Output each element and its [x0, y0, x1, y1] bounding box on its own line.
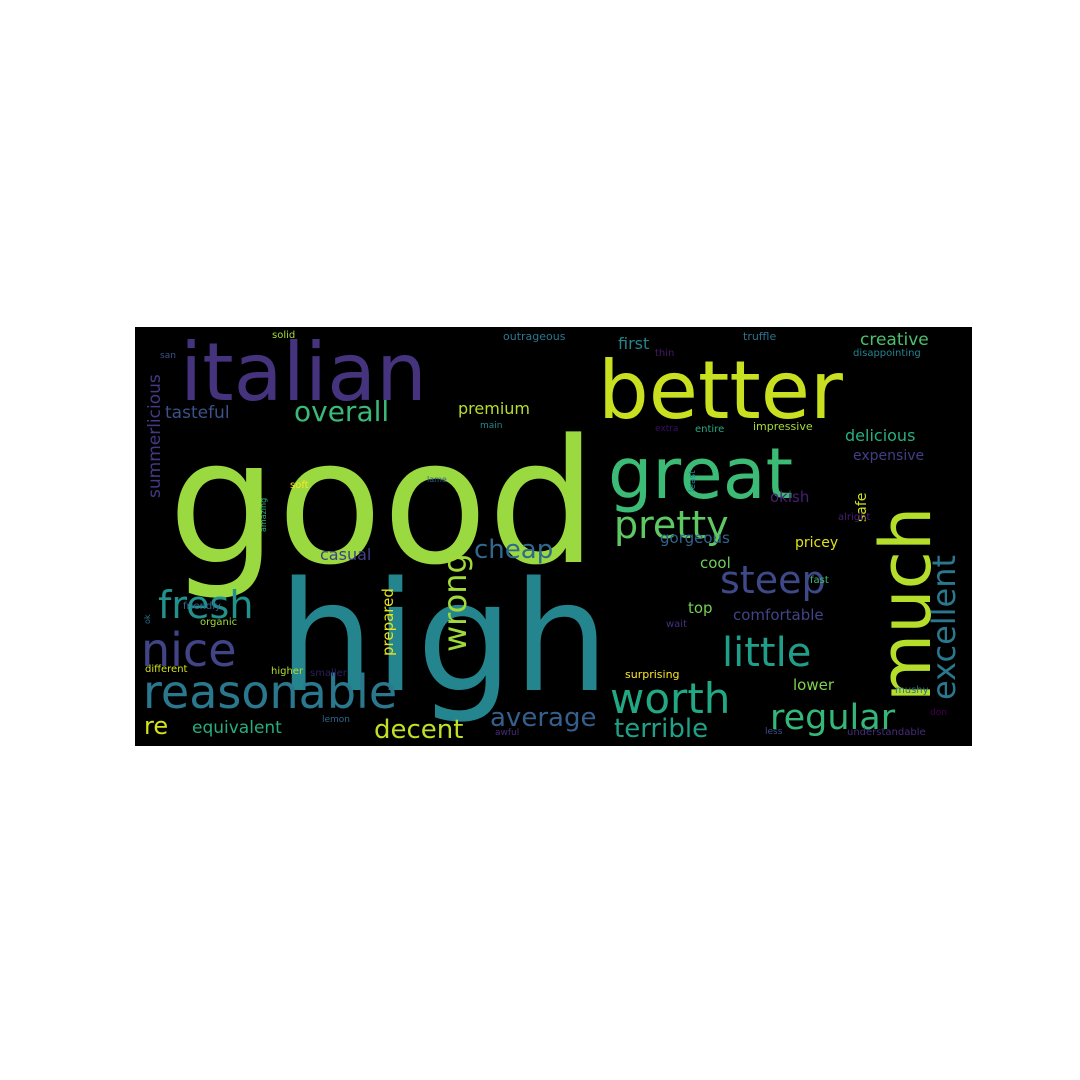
word: pricey	[795, 535, 838, 551]
word: re	[144, 712, 168, 740]
word: prepared	[379, 588, 397, 656]
word: different	[145, 664, 188, 675]
word: casual	[320, 545, 371, 564]
word: average	[490, 703, 596, 733]
word: high	[278, 549, 609, 726]
word: great	[608, 433, 793, 515]
word: expensive	[853, 448, 924, 464]
word-cloud-background	[135, 327, 972, 746]
word: disappointing	[853, 348, 921, 359]
word: entire	[695, 424, 724, 435]
word: alright	[838, 512, 870, 523]
word: much	[865, 507, 947, 702]
word: good	[168, 402, 597, 603]
word: top	[688, 599, 713, 617]
word: thin	[655, 348, 674, 359]
word-cloud: good high italian better great much reas…	[141, 326, 963, 745]
word: gorgeous	[660, 529, 730, 547]
word: comfortable	[733, 606, 824, 624]
word: creative	[860, 330, 929, 350]
word: first	[618, 334, 649, 353]
word: organic	[200, 617, 237, 628]
word: cheap	[474, 535, 553, 565]
word: higher	[271, 666, 304, 677]
word: pretty	[614, 503, 729, 547]
word: reasonable	[143, 665, 397, 719]
word: main	[480, 421, 503, 431]
word: tasteful	[165, 403, 230, 423]
word: equivalent	[192, 718, 282, 738]
word: premium	[458, 399, 530, 418]
word: better	[598, 344, 843, 437]
word: overall	[294, 395, 389, 428]
word: impressive	[753, 420, 813, 433]
word: extra	[655, 424, 678, 434]
word: little	[722, 630, 811, 676]
word: outrageous	[503, 330, 566, 343]
word: less	[765, 727, 783, 737]
word: awful	[495, 728, 519, 738]
word: regular	[770, 698, 896, 738]
word: amazing	[259, 498, 268, 532]
word: lemon	[322, 715, 350, 725]
word: don	[930, 708, 947, 718]
word: least	[688, 470, 698, 492]
word: san	[160, 351, 176, 361]
word: solid	[272, 330, 295, 341]
word: mushy	[895, 685, 929, 696]
word: nice	[141, 623, 237, 677]
word: lower	[793, 676, 835, 694]
word: wrong	[436, 553, 474, 652]
word: safe	[854, 493, 870, 522]
word: understandable	[847, 727, 926, 738]
word: decent	[374, 715, 463, 745]
word: summerlicious	[145, 374, 165, 498]
word: worth	[610, 674, 730, 723]
word: truffle	[743, 330, 776, 343]
word: fresh	[158, 583, 253, 627]
word: excellent	[925, 555, 963, 700]
word: fast	[810, 575, 829, 586]
word: terrible	[614, 714, 708, 744]
word: soft	[290, 480, 309, 491]
word: italian	[180, 326, 427, 419]
word: wait	[666, 619, 687, 630]
word: surprising	[625, 668, 680, 681]
word: delicious	[845, 426, 915, 445]
word: lame	[427, 475, 447, 484]
word: ok	[143, 614, 152, 624]
word: steep	[720, 558, 826, 602]
word: friendly	[183, 601, 221, 612]
word: smaller	[310, 668, 348, 679]
word: okish	[770, 488, 809, 506]
word: cool	[700, 554, 731, 572]
